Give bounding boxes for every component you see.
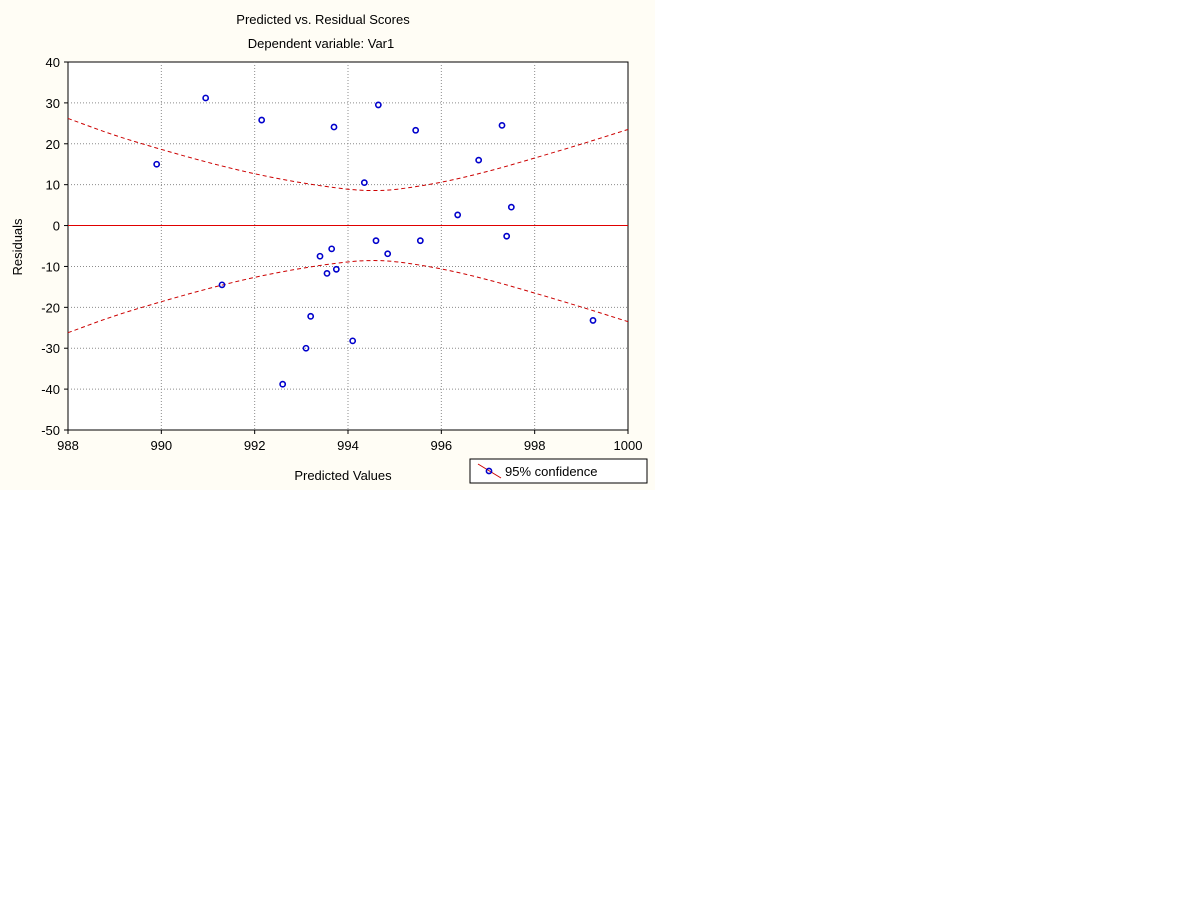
- legend-label: 95% confidence: [505, 464, 598, 479]
- data-point: [589, 317, 597, 324]
- y-tick-label: -20: [41, 300, 60, 315]
- chart-area: Predicted vs. Residual Scores Dependent …: [0, 0, 655, 490]
- y-tick-label: 10: [46, 178, 60, 193]
- legend-box: [469, 458, 648, 484]
- data-point: [279, 380, 287, 388]
- confidence-upper-curve: [67, 117, 629, 192]
- data-point: [307, 312, 315, 320]
- x-tick-label: 992: [244, 438, 266, 453]
- data-point: [153, 160, 161, 168]
- data-point: [316, 252, 324, 260]
- axis-ticks: 988 990 992 994 996 998 1000 40 30 20 10 0 -10 -20 -30…: [41, 55, 642, 453]
- data-point: [374, 101, 382, 109]
- x-tick-label: 988: [57, 438, 79, 453]
- data-points: [153, 94, 597, 388]
- legend: 95% confidence: [469, 458, 648, 484]
- data-point: [332, 265, 340, 273]
- data-point: [302, 344, 310, 352]
- data-point: [323, 269, 331, 277]
- data-point: [372, 237, 380, 245]
- confidence-bands: [67, 117, 629, 334]
- data-point: [416, 237, 424, 245]
- data-point: [384, 250, 392, 258]
- data-point: [258, 116, 266, 124]
- data-point: [202, 94, 210, 102]
- data-point: [349, 337, 357, 345]
- data-point: [330, 123, 338, 131]
- x-tick-label: 994: [337, 438, 359, 453]
- x-tick-label: 990: [150, 438, 172, 453]
- y-tick-label: 40: [46, 55, 60, 70]
- data-point: [475, 156, 483, 164]
- legend-marker-icon: [485, 467, 493, 475]
- data-point: [218, 281, 226, 289]
- chart-title: Predicted vs. Residual Scores: [236, 12, 410, 27]
- y-tick-label: -40: [41, 382, 60, 397]
- y-tick-label: -50: [41, 423, 60, 438]
- data-point: [454, 211, 462, 219]
- y-tick-label: 0: [53, 219, 60, 234]
- y-tick-label: -30: [41, 341, 60, 356]
- x-tick-label: 996: [430, 438, 452, 453]
- data-point: [360, 179, 368, 187]
- scatter-chart: Predicted vs. Residual Scores Dependent …: [10, 12, 648, 484]
- data-point: [507, 203, 515, 211]
- data-point: [498, 121, 506, 129]
- x-tick-label: 998: [524, 438, 546, 453]
- chart-subtitle: Dependent variable: Var1: [248, 36, 394, 51]
- data-point: [412, 126, 420, 134]
- y-tick-label: 20: [46, 137, 60, 152]
- y-tick-label: -10: [41, 259, 60, 274]
- y-axis-label: Residuals: [10, 218, 25, 276]
- legend-line-icon: [477, 463, 502, 479]
- y-tick-label: 30: [46, 96, 60, 111]
- x-tick-label: 1000: [614, 438, 643, 453]
- confidence-lower-curve: [67, 260, 629, 334]
- x-axis-label: Predicted Values: [294, 468, 392, 483]
- data-point: [503, 232, 511, 240]
- data-point: [328, 245, 336, 253]
